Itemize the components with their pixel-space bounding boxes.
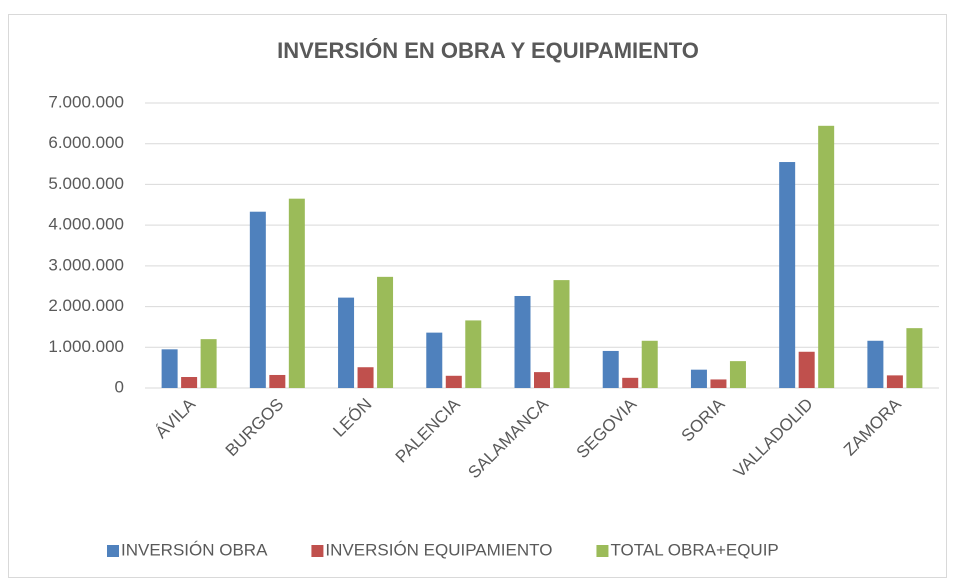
bar: [445, 375, 462, 388]
legend-swatch: [107, 545, 119, 557]
y-tick-label: 2.000.000: [48, 296, 124, 315]
bar: [906, 328, 923, 388]
y-tick-label: 6.000.000: [48, 133, 124, 152]
legend-swatch: [596, 545, 609, 557]
legend-swatch: [311, 545, 324, 557]
bar: [818, 125, 835, 389]
y-tick-label: 0: [115, 377, 124, 396]
bar: [729, 361, 746, 388]
y-tick-label: 5.000.000: [48, 174, 124, 193]
y-tick-label: 7.000.000: [48, 92, 124, 111]
bar: [553, 280, 570, 388]
bar: [710, 379, 727, 388]
bar: [534, 372, 550, 388]
y-tick-label: 4.000.000: [48, 215, 124, 234]
bar: [426, 332, 443, 388]
bar: [602, 350, 619, 388]
bar: [641, 340, 658, 388]
chart-title: INVERSIÓN EN OBRA Y EQUIPAMIENTO: [277, 38, 699, 63]
bar: [690, 369, 707, 388]
legend-label: TOTAL OBRA+EQUIP: [610, 540, 778, 559]
y-tick-label: 3.000.000: [48, 255, 124, 274]
bar: [357, 367, 374, 388]
bar: [249, 211, 266, 388]
bar: [622, 377, 639, 388]
bar: [181, 377, 198, 388]
bar: [161, 349, 178, 388]
bar: [514, 295, 531, 388]
bar: [886, 375, 903, 388]
bar: [288, 198, 305, 388]
chart-border: [8, 14, 947, 578]
legend-label: INVERSIÓN EQUIPAMIENTO: [325, 540, 552, 559]
bar: [779, 162, 796, 388]
bar: [465, 320, 482, 388]
bar: [338, 297, 355, 388]
legend-label: INVERSIÓN OBRA: [121, 540, 268, 559]
y-tick-label: 1.000.000: [48, 337, 124, 356]
bar: [798, 351, 815, 388]
bar: [200, 339, 217, 388]
bar: [377, 276, 394, 388]
bar: [269, 374, 286, 388]
bar: [867, 340, 884, 388]
